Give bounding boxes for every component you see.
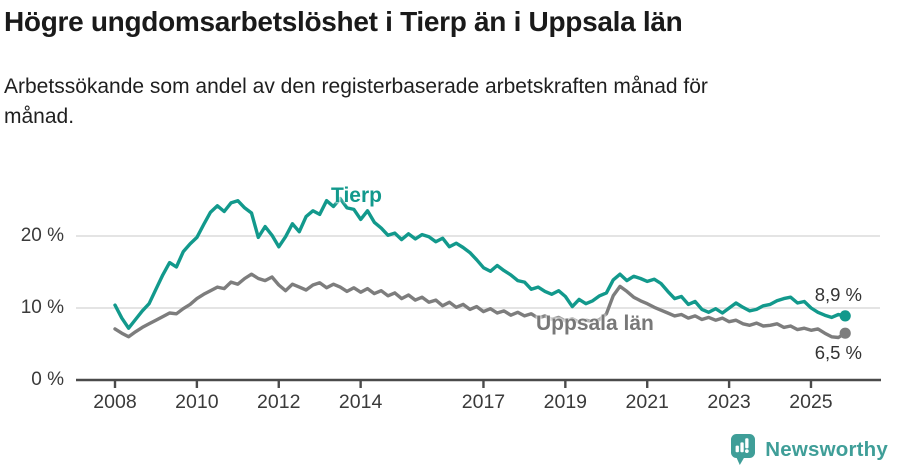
x-tick-label-2008: 2008: [93, 391, 137, 413]
x-tick-label-2014: 2014: [338, 391, 383, 413]
y-tick-label-0: 0 %: [31, 369, 64, 390]
series-label-uppsala: Uppsala län: [536, 312, 654, 335]
x-tick-label-2017: 2017: [461, 391, 506, 413]
newsworthy-wordmark: Newsworthy: [765, 437, 888, 461]
x-tick-label-2023: 2023: [707, 391, 751, 413]
series-end-dot-uppsala-län: [839, 327, 851, 339]
series-label-tierp: Tierp: [331, 184, 382, 207]
newsworthy-chart-bubble-icon: [731, 434, 756, 465]
x-tick-label-2012: 2012: [257, 391, 301, 413]
series-end-dot-tierp: [839, 310, 851, 322]
y-tick-label-20: 20 %: [20, 225, 64, 246]
y-tick-label-10: 10 %: [20, 297, 64, 318]
series-line-tierp: [113, 196, 847, 330]
x-tick-label-2021: 2021: [625, 391, 669, 413]
x-axis: [76, 378, 881, 388]
chart-subtitle: Arbetssökande som andel av den registerb…: [4, 75, 708, 128]
chart-series: [113, 196, 851, 340]
x-tick-label-2019: 2019: [543, 391, 588, 413]
newsworthy-logo[interactable]: Newsworthy: [730, 433, 888, 466]
x-tick-label-2025: 2025: [789, 391, 833, 413]
end-value-tierp: 8,9 %: [814, 284, 862, 305]
x-tick-label-2010: 2010: [175, 391, 219, 413]
end-value-uppsala: 6,5 %: [814, 342, 862, 363]
page-title: Högre ungdomsarbetslöshet i Tierp än i U…: [4, 6, 683, 37]
series-line-uppsala-län: [113, 272, 847, 340]
